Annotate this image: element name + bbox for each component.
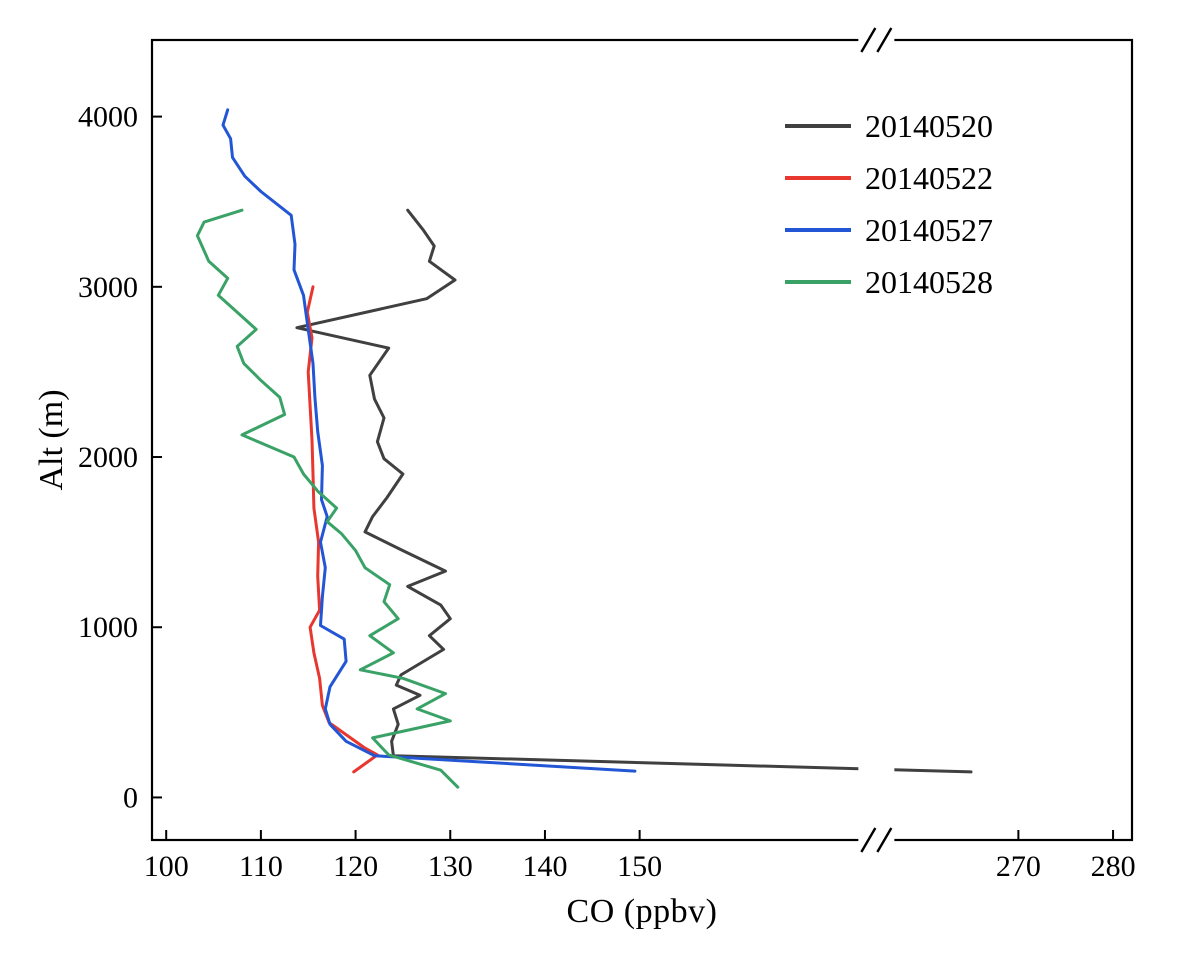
legend-line-swatch [785,176,851,180]
y-axis-title: Alt (m) [33,389,70,491]
legend: 20140520 20140522 20140527 20140528 [785,100,993,308]
y-tick-label: 4000 [78,101,138,134]
legend-label: 20140520 [865,108,993,144]
y-tick-label: 1000 [78,611,138,644]
x-tick-label: 140 [522,850,567,883]
legend-label: 20140522 [865,160,993,196]
series-line-20140528 [195,208,460,789]
x-tick-label: 280 [1091,850,1136,883]
x-tick-label: 110 [239,850,283,883]
axis-break-slash [860,827,877,853]
y-tick-label: 3000 [78,271,138,304]
series-line-20140520 [295,208,973,774]
legend-line-swatch [785,124,851,128]
y-tick-label: 0 [123,781,138,814]
x-tick-label: 130 [428,850,473,883]
legend-item: 20140527 [785,204,993,256]
plot-frame [150,38,1134,842]
legend-line-swatch [785,228,851,232]
legend-item: 20140520 [785,100,993,152]
axis-break-slash [876,27,893,53]
x-axis-title: CO (ppbv) [566,893,718,930]
y-tick-label: 2000 [78,441,138,474]
legend-label: 20140527 [865,212,993,248]
series-line-20140527 [221,108,637,773]
legend-label: 20140528 [865,264,993,300]
legend-item: 20140528 [785,256,993,308]
legend-line-swatch [785,280,851,284]
axis-break-band [858,26,895,854]
legend-item: 20140522 [785,152,993,204]
axis-break-slash [876,827,893,853]
x-tick-label: 150 [617,850,662,883]
x-tick-label: 100 [144,850,189,883]
x-tick-label: 270 [996,850,1041,883]
x-tick-label: 120 [333,850,378,883]
axis-break-slash [860,27,877,53]
